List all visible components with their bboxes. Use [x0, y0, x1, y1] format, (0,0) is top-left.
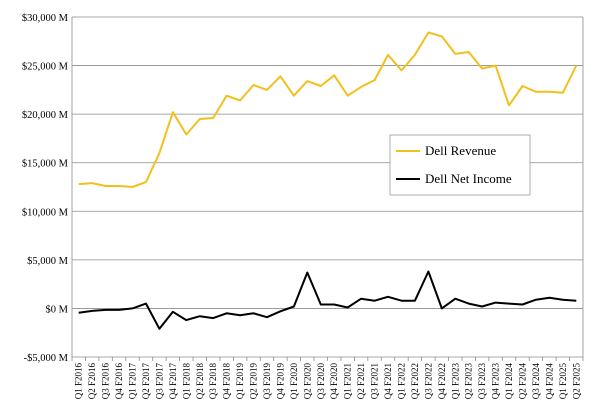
x-tick-label: Q2 F2023: [464, 363, 474, 400]
x-tick-label: Q1 F2017: [128, 363, 138, 400]
series-line-net-income: [78, 270, 577, 330]
x-tick-label: Q1 F2019: [235, 363, 245, 400]
legend-label-net-income: Dell Net Income: [425, 171, 512, 186]
x-tick-label: Q4 F2017: [168, 363, 178, 400]
x-tick-label: Q4 F2023: [491, 363, 501, 400]
x-tick-label: Q3 F2022: [423, 363, 433, 399]
x-tick-label: Q3 F2023: [477, 363, 487, 400]
x-tick-label: Q1 F2022: [396, 363, 406, 399]
x-tick-label: Q2 F2017: [141, 363, 151, 400]
x-tick-label: Q2 F2025: [571, 363, 581, 400]
x-tick-label: Q1 F2018: [181, 363, 191, 400]
x-tick-label: Q3 F2021: [370, 363, 380, 399]
x-tick-label: Q4 F2024: [544, 363, 554, 400]
y-tick-label: $5,000 M: [27, 256, 69, 267]
legend-label-revenue: Dell Revenue: [425, 143, 496, 158]
x-tick-label: Q1 F2016: [74, 363, 84, 400]
y-tick-label: $0 M: [46, 304, 69, 315]
x-tick-label: Q2 F2019: [249, 363, 259, 400]
x-tick-label: Q3 F2017: [154, 363, 164, 400]
x-tick-label: Q2 F2022: [410, 363, 420, 399]
x-tick-label: Q4 F2020: [329, 363, 339, 400]
x-tick-label: Q2 F2016: [87, 363, 97, 400]
series-line-revenue: [78, 31, 578, 188]
x-tick-label: Q3 F2018: [208, 363, 218, 400]
y-tick-label: $25,000 M: [22, 62, 69, 73]
x-tick-label: Q2 F2021: [356, 363, 366, 399]
x-tick-label: Q3 F2019: [262, 363, 272, 400]
x-tick-label: Q2 F2024: [517, 363, 527, 400]
x-tick-label: Q3 F2016: [101, 363, 111, 400]
y-tick-label: $15,000 M: [22, 159, 69, 170]
y-tick-label: $10,000 M: [22, 207, 69, 218]
x-tick-label: Q2 F2018: [195, 363, 205, 400]
x-tick-label: Q1 F2020: [289, 363, 299, 400]
axes: [71, 17, 584, 361]
legend-box: [389, 134, 531, 196]
legend: Dell Revenue Dell Net Income: [389, 134, 531, 196]
gridlines: [72, 16, 583, 358]
series-lines: [78, 31, 578, 330]
x-tick-label: Q4 F2019: [275, 363, 285, 400]
x-tick-label: Q4 F2021: [383, 363, 393, 399]
x-tick-label: Q1 F2024: [504, 363, 514, 400]
y-tick-label: -$5,000 M: [24, 353, 69, 364]
x-tick-label: Q3 F2020: [316, 363, 326, 400]
y-tick-label: $20,000 M: [22, 110, 69, 121]
x-tick-label: Q1 F2025: [558, 363, 568, 400]
x-tick-label: Q4 F2022: [437, 363, 447, 399]
x-tick-label: Q4 F2016: [114, 363, 124, 400]
x-tick-label: Q3 F2024: [531, 363, 541, 400]
y-tick-label: $30,000 M: [22, 13, 69, 24]
x-tick-label: Q4 F2018: [222, 363, 232, 400]
x-tick-label: Q1 F2021: [343, 363, 353, 399]
x-axis-tick-labels: Q1 F2016 Q2 F2016 Q3 F2016 Q4 F2016 Q1 F2017…: [74, 363, 582, 400]
x-tick-label: Q1 F2023: [450, 363, 460, 400]
x-tick-label: Q2 F2020: [302, 363, 312, 400]
y-axis-tick-labels: -$5,000 M $0 M $5,000 M $10,000 M $15,000 M $…: [22, 13, 69, 364]
